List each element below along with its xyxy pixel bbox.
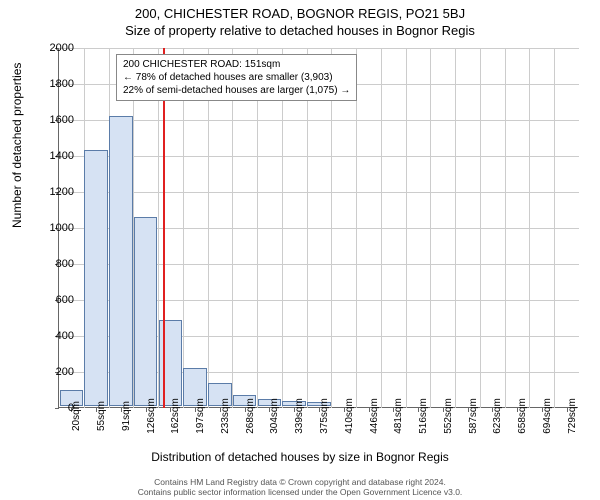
chart-title-address: 200, CHICHESTER ROAD, BOGNOR REGIS, PO21… [0,0,600,21]
gridline-v [554,48,555,408]
xtick-label: 304sqm [269,398,280,434]
xtick-label: 55sqm [96,401,107,431]
y-axis-label: Number of detached properties [10,63,24,228]
plot-area: 20sqm55sqm91sqm126sqm162sqm197sqm233sqm2… [58,48,578,408]
gridline-v [183,48,184,408]
ytick-label: 1000 [34,222,74,234]
xtick-label: 162sqm [170,398,181,434]
ytick-label: 400 [34,330,74,342]
ytick-label: 1800 [34,78,74,90]
gridline-h [59,192,579,193]
reference-line [163,48,165,408]
x-axis-label: Distribution of detached houses by size … [0,450,600,464]
annotation-line3: 22% of semi-detached houses are larger (… [123,84,350,97]
gridline-v [307,48,308,408]
gridline-v [529,48,530,408]
xtick-label: 587sqm [468,398,479,434]
xtick-label: 410sqm [344,398,355,434]
gridline-v [257,48,258,408]
ytick-label: 600 [34,294,74,306]
xtick-label: 339sqm [294,398,305,434]
footer-line1: Contains HM Land Registry data © Crown c… [0,477,600,488]
xtick-label: 552sqm [443,398,454,434]
ytick-label: 1600 [34,114,74,126]
xtick-label: 481sqm [393,398,404,434]
ytick-label: 0 [34,402,74,414]
xtick-label: 446sqm [369,398,380,434]
gridline-v [430,48,431,408]
gridline-h [59,48,579,49]
histogram-bar [84,150,108,406]
ytick-label: 200 [34,366,74,378]
histogram-bar [134,217,158,406]
gridline-v [480,48,481,408]
footer-line2: Contains public sector information licen… [0,487,600,498]
gridline-v [232,48,233,408]
ytick-label: 1200 [34,186,74,198]
histogram-bar [109,116,133,406]
gridline-v [282,48,283,408]
gridline-v [356,48,357,408]
ytick-label: 2000 [34,42,74,54]
gridline-v [381,48,382,408]
xtick-label: 197sqm [195,398,206,434]
gridline-v [331,48,332,408]
xtick-label: 729sqm [567,398,578,434]
xtick-label: 375sqm [319,398,330,434]
xtick-label: 126sqm [146,398,157,434]
chart-subtitle: Size of property relative to detached ho… [0,21,600,38]
ytick-label: 800 [34,258,74,270]
gridline-v [406,48,407,408]
gridline-v [455,48,456,408]
gridline-h [59,120,579,121]
annotation-line1: 200 CHICHESTER ROAD: 151sqm [123,58,350,71]
annotation-box: 200 CHICHESTER ROAD: 151sqm ← 78% of det… [116,54,357,101]
xtick-label: 658sqm [517,398,528,434]
xtick-label: 623sqm [492,398,503,434]
gridline-h [59,156,579,157]
xtick-label: 268sqm [245,398,256,434]
chart-container: 200, CHICHESTER ROAD, BOGNOR REGIS, PO21… [0,0,600,500]
annotation-line2: ← 78% of detached houses are smaller (3,… [123,71,350,84]
xtick-label: 516sqm [418,398,429,434]
xtick-label: 694sqm [542,398,553,434]
ytick-label: 1400 [34,150,74,162]
xtick-label: 91sqm [121,401,132,431]
gridline-v [505,48,506,408]
gridline-v [208,48,209,408]
footer-attribution: Contains HM Land Registry data © Crown c… [0,477,600,498]
plot-box: 20sqm55sqm91sqm126sqm162sqm197sqm233sqm2… [58,48,578,408]
xtick-label: 233sqm [220,398,231,434]
